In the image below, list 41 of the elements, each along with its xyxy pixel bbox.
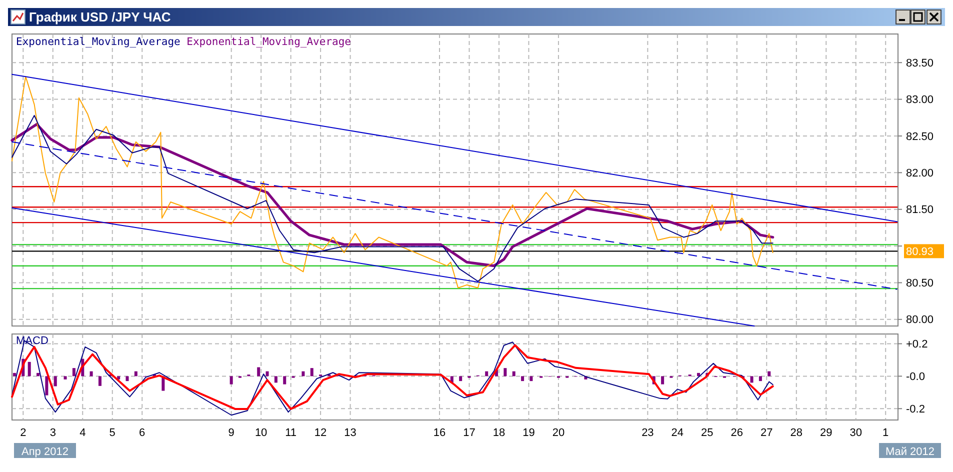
y-tick-label: +0.2 [906, 338, 928, 351]
x-tick-label: 11 [285, 427, 297, 439]
x-tick-label: 19 [522, 427, 535, 439]
y-tick-label: 80.50 [906, 278, 934, 290]
y-tick-label: 81.50 [906, 204, 934, 216]
x-tick-label: 17 [463, 427, 476, 439]
text: Апр 2012 [22, 446, 68, 458]
x-tick-label: 9 [228, 427, 234, 439]
x-tick-label: 10 [254, 427, 268, 439]
x-tick-label: 26 [730, 427, 744, 439]
x-tick-label: 28 [790, 427, 803, 439]
x-tick-label: 1 [882, 427, 889, 439]
text: Май 2012 [885, 446, 935, 458]
y-tick-label: 82.00 [906, 168, 934, 180]
y-tick-label: 83.50 [906, 57, 934, 70]
y-tick-label: 82.50 [906, 130, 934, 143]
text: Exponential_Moving_Average [16, 36, 180, 48]
chart-title: График USD /JPY ЧАС [29, 10, 172, 24]
y-tick-label: 80.00 [906, 314, 934, 326]
x-tick-label: 25 [701, 427, 714, 439]
x-tick-label: 4 [80, 427, 86, 439]
x-tick-label: 29 [820, 427, 832, 439]
y-tick-label: -0.0 [906, 371, 925, 384]
text: Exponential_Moving_Average [186, 36, 352, 48]
x-tick-label: 5 [109, 427, 116, 439]
x-tick-label: 3 [50, 427, 56, 439]
x-tick-label: 18 [492, 427, 506, 439]
x-tick-label: 12 [314, 427, 327, 439]
y-tick-label: -0.2 [906, 403, 925, 416]
x-tick-label: 27 [760, 427, 773, 439]
x-tick-label: 23 [642, 427, 654, 439]
x-tick-label: 6 [139, 427, 146, 439]
x-tick-label: 24 [671, 427, 684, 439]
x-tick-label: 20 [552, 427, 565, 439]
ref-line-label: 80.93 [906, 246, 934, 258]
y-tick-label: 83.00 [906, 94, 934, 106]
x-tick-label: 30 [850, 427, 862, 439]
x-tick-label: 13 [344, 427, 356, 439]
x-tick-label: 16 [433, 427, 446, 439]
chart-title: MACD [16, 335, 48, 347]
x-tick-label: 2 [20, 427, 26, 439]
